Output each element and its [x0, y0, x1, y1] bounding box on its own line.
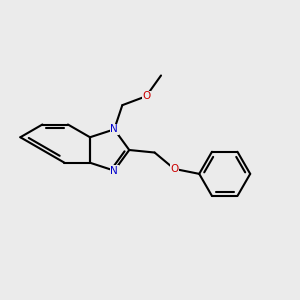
Text: O: O	[170, 164, 178, 174]
Text: O: O	[142, 91, 150, 101]
Text: N: N	[110, 124, 118, 134]
Text: N: N	[110, 166, 118, 176]
